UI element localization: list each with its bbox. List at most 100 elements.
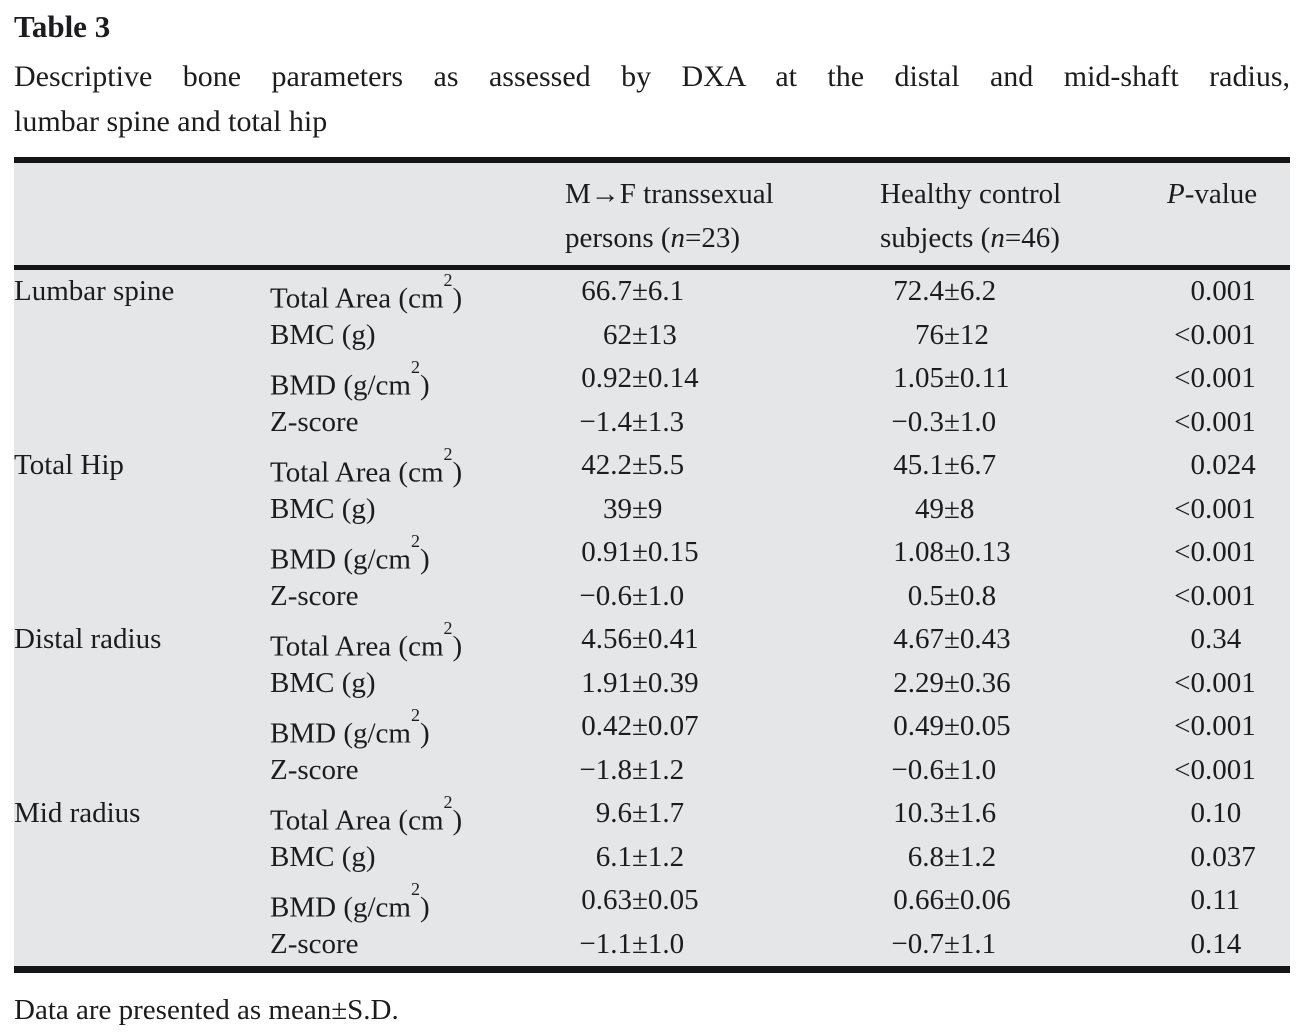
plus-minus-sign: ± (632, 797, 648, 829)
site-cell (14, 575, 270, 619)
table-header-row: M→F transsexual persons (n=23) Healthy c… (14, 163, 1290, 270)
parameter-cell: Total Area (cm2) (270, 269, 565, 315)
header-control-line2-pre: subjects ( (880, 222, 991, 254)
parameter-label-close: ) (452, 282, 463, 315)
plus-minus-sign: ± (944, 666, 960, 699)
pvalue-cell: <0.001 (1159, 488, 1290, 532)
control-value-cell: 76±12 (880, 314, 1159, 358)
table-row: BMC (g) 62±13 76±12 <0.001 (14, 314, 1290, 358)
control-mean: 1.08 (893, 536, 944, 568)
plus-minus-sign: ± (944, 579, 960, 612)
mf-mean: −1.4 (579, 405, 632, 438)
parameter-cell: BMC (g) (270, 488, 565, 532)
mf-mean: 66.7 (581, 275, 632, 307)
control-mean: 10.3 (893, 797, 944, 829)
table-row: BMD (g/cm2) 0.63±0.05 0.66±0.06 0.11 (14, 879, 1290, 924)
control-value-cell: 1.08±0.13 (880, 531, 1159, 575)
pvalue-cell: <0.001 (1159, 749, 1290, 793)
mf-mean: 42.2 (581, 449, 632, 481)
pvalue-decimal-part: .14 (1205, 927, 1242, 960)
pvalue-decimal-part: .001 (1205, 666, 1256, 699)
pvalue-integer-part: <0 (1174, 405, 1205, 438)
pvalue-integer-part: 0 (1190, 623, 1206, 655)
control-mean: 6.8 (907, 840, 944, 873)
plus-minus-sign: ± (632, 536, 648, 568)
pvalue-decimal-part: .001 (1205, 405, 1256, 438)
pvalue-integer-part: <0 (1174, 318, 1205, 351)
mf-mean: 62 (603, 318, 632, 351)
parameter-label: BMD (g/cm (270, 543, 411, 576)
plus-minus-sign: ± (632, 884, 648, 916)
pvalue-integer-part: 0 (1190, 884, 1206, 916)
header-pvalue-italic-p: P (1167, 178, 1185, 210)
mf-value-cell: 0.63±0.05 (565, 879, 880, 923)
control-mean: 0.5 (907, 579, 944, 612)
table-row: Total Hip Total Area (cm2) 42.2±5.5 45.1±6.… (14, 443, 1290, 489)
control-value-cell: 49±8 (880, 488, 1159, 532)
parameter-label: BMD (g/cm (270, 891, 411, 924)
control-sd: 6.7 (959, 449, 997, 481)
control-mean: 49 (915, 492, 944, 525)
pvalue-cell: 0.001 (1159, 270, 1290, 314)
caption-line-1: Descriptive bone parameters as assessed … (14, 60, 1290, 93)
pvalue-cell: 0.34 (1159, 618, 1290, 662)
header-mf-group: M→F transsexual persons (n=23) (565, 172, 880, 260)
plus-minus-sign: ± (944, 362, 960, 394)
mf-sd: 1.2 (647, 753, 685, 786)
parameter-cell: Z-score (270, 923, 565, 967)
header-site-column-spacer (14, 172, 270, 260)
pvalue-cell: 0.037 (1159, 836, 1290, 880)
pvalue-decimal-part: .001 (1205, 362, 1256, 394)
mf-mean: 39 (603, 492, 632, 525)
parameter-label: BMD (g/cm (270, 369, 411, 402)
mf-sd: 1.2 (647, 840, 685, 873)
table-caption: Descriptive bone parameters as assessed … (14, 54, 1290, 144)
mf-value-cell: −1.4±1.3 (565, 401, 880, 445)
control-mean: 2.29 (893, 666, 944, 699)
plus-minus-sign: ± (944, 405, 960, 438)
mf-sd: 6.1 (647, 275, 685, 307)
header-parameter-column-spacer (270, 172, 565, 260)
mf-value-cell: −0.6±1.0 (565, 575, 880, 619)
parameter-label: Total Area (cm (270, 804, 444, 837)
parameter-cell: BMC (g) (270, 314, 565, 358)
table-row: BMD (g/cm2) 0.42±0.07 0.49±0.05 <0.001 (14, 705, 1290, 750)
parameter-cell: BMC (g) (270, 662, 565, 706)
pvalue-decimal-part: .037 (1205, 840, 1256, 873)
control-sd: 1.0 (959, 405, 997, 438)
pvalue-decimal-part: .34 (1205, 623, 1242, 655)
table-row: BMC (g) 39±9 49±8 <0.001 (14, 488, 1290, 532)
parameter-cell: Z-score (270, 749, 565, 793)
control-value-cell: 1.05±0.11 (880, 357, 1159, 401)
control-sd: 1.6 (959, 797, 997, 829)
plus-minus-sign: ± (944, 275, 960, 307)
control-sd: 0.36 (959, 666, 1011, 699)
parameter-label-close: ) (419, 369, 430, 402)
parameter-cell: Total Area (cm2) (270, 792, 565, 837)
parameter-label: Z-score (270, 579, 359, 612)
parameter-superscript: 2 (443, 269, 453, 290)
parameter-label-close: ) (452, 456, 463, 489)
pvalue-cell: <0.001 (1159, 575, 1290, 619)
pvalue-decimal-part: .001 (1205, 275, 1256, 307)
pvalue-cell: 0.024 (1159, 444, 1290, 488)
site-cell (14, 923, 270, 967)
plus-minus-sign: ± (632, 710, 648, 742)
mf-value-cell: 39±9 (565, 488, 880, 532)
plus-minus-sign: ± (944, 318, 960, 351)
site-label: Total Hip (14, 449, 124, 481)
parameter-superscript: 2 (443, 443, 453, 464)
pvalue-integer-part: <0 (1174, 666, 1205, 699)
site-cell (14, 488, 270, 532)
pvalue-integer-part: <0 (1174, 536, 1205, 568)
pvalue-integer-part: 0 (1190, 449, 1206, 481)
parameter-label: Total Area (cm (270, 456, 444, 489)
control-mean: −0.7 (891, 927, 944, 960)
control-mean: 1.05 (893, 362, 944, 394)
pvalue-cell: <0.001 (1159, 531, 1290, 575)
parameter-superscript: 2 (410, 530, 420, 551)
pvalue-integer-part: <0 (1174, 579, 1205, 612)
control-value-cell: 0.49±0.05 (880, 705, 1159, 749)
mf-sd: 1.7 (647, 797, 685, 829)
plus-minus-sign: ± (632, 492, 648, 525)
